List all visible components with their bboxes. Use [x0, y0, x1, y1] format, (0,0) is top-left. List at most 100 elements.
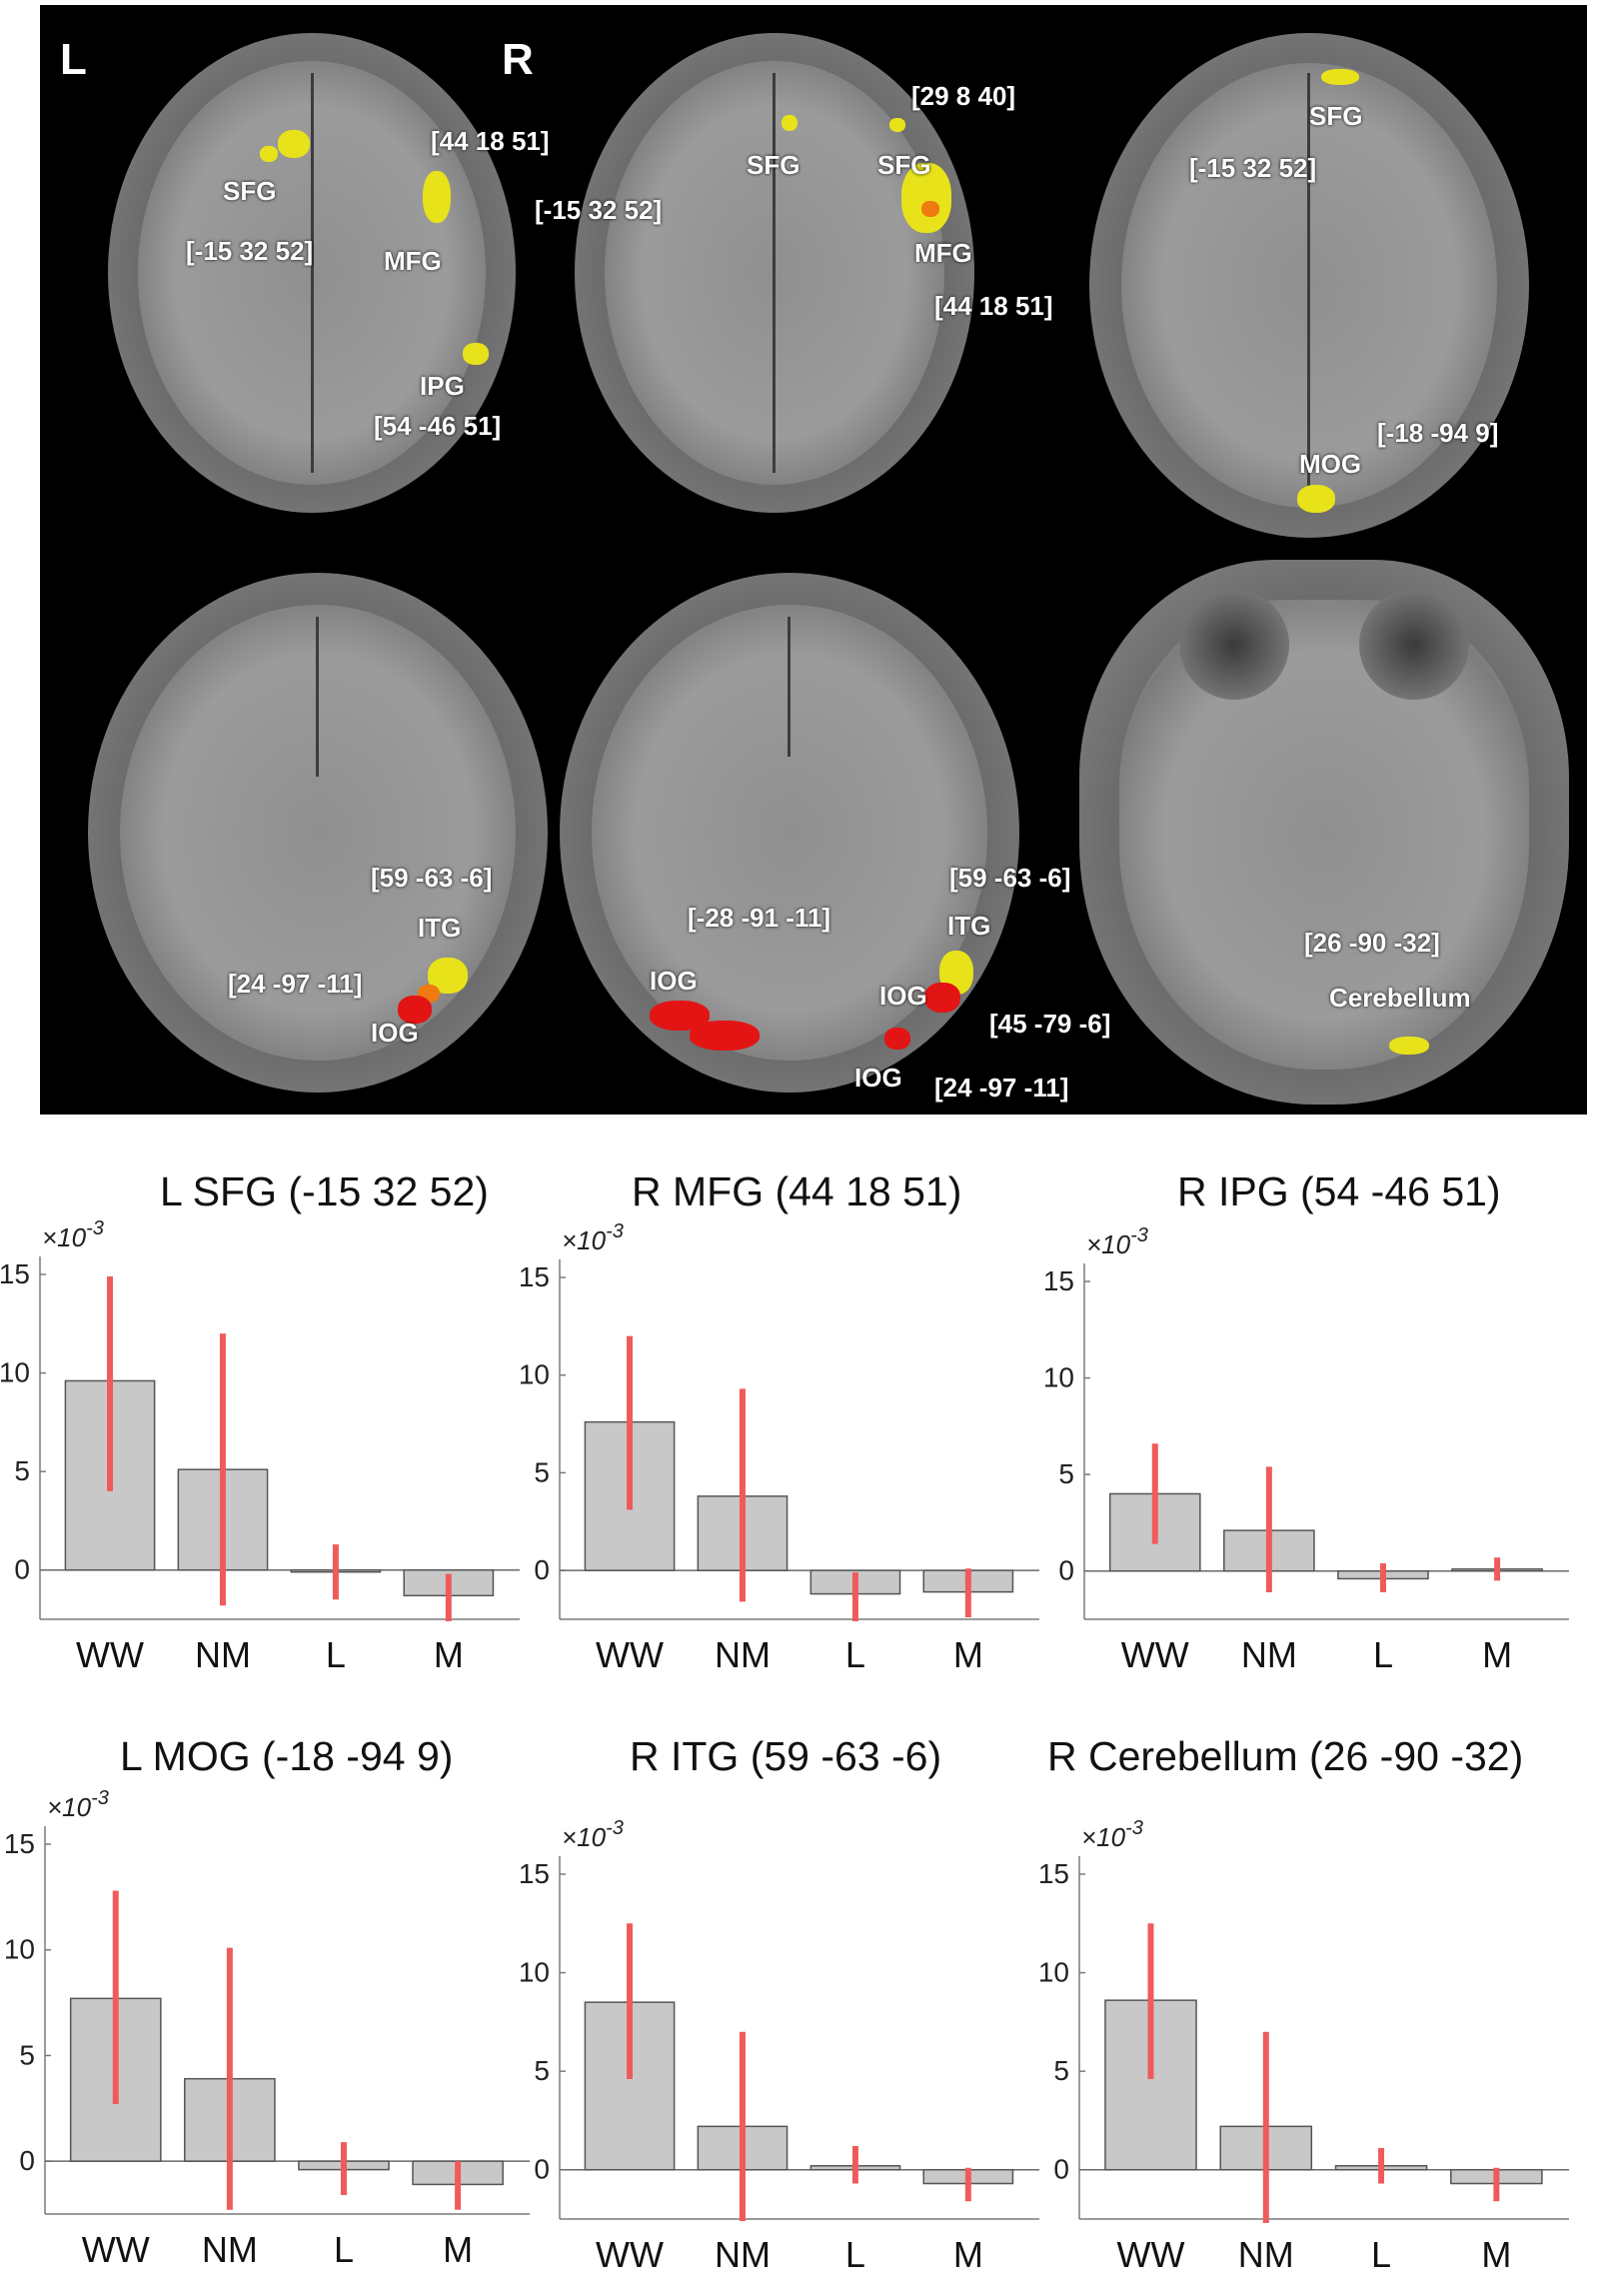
x-tick-label: L [845, 1634, 865, 1675]
chart-title: L SFG (-15 32 52) [160, 1168, 489, 1214]
y-tick-label: 15 [519, 1858, 550, 1889]
slice1-label: SFG [223, 176, 277, 206]
slice4-label: IOG [371, 1018, 419, 1048]
axis-multiplier: ×10-3 [562, 1220, 624, 1255]
y-tick-label: 5 [534, 1456, 550, 1487]
y-tick-label: 10 [4, 1934, 35, 1965]
axis-exponent: -3 [1130, 1224, 1148, 1246]
y-tick-label: 15 [1038, 1858, 1069, 1889]
y-tick-label: 10 [519, 1359, 550, 1390]
bar-chart-1: L SFG (-15 32 52) ×10-3 15 10 5 0 WW NM L M [0, 1168, 520, 1675]
y-tick-label: 5 [1058, 1458, 1074, 1489]
slice2-label: SFG [877, 150, 931, 180]
slice5-label: [24 -97 -11] [934, 1073, 1069, 1103]
y-tick-label: 15 [519, 1261, 550, 1292]
slice2-label: SFG [747, 150, 801, 180]
slice2-label: [44 18 51] [934, 291, 1053, 321]
y-tick-label: 10 [0, 1357, 30, 1388]
bar-chart-4: L MOG (-18 -94 9) ×10-3 15 10 5 0 WW NM L M [4, 1733, 530, 2270]
x-tick-label: M [953, 2234, 983, 2275]
y-tick-label: 0 [19, 2145, 35, 2176]
slice4-label: ITG [418, 913, 462, 943]
x-tick-label: L [326, 1634, 346, 1675]
slice2-label: [29 8 40] [911, 81, 1016, 111]
slice5-label: [45 -79 -6] [989, 1009, 1111, 1039]
left-orientation-label: L [60, 35, 87, 84]
axis-multiplier: ×10-3 [1081, 1817, 1143, 1852]
y-tick-label: 0 [534, 2154, 550, 2185]
y-tick-label: 0 [1053, 2154, 1069, 2185]
y-tick-label: 10 [1043, 1362, 1074, 1393]
bar-chart-3: R IPG (54 -46 51) ×10-3 15 10 5 0 WW NM L M [1043, 1168, 1569, 1675]
brain-slice-6: [26 -90 -32] Cerebellum [1079, 560, 1569, 1105]
right-orientation-label: R [502, 35, 534, 84]
y-tick-label: 10 [1038, 1957, 1069, 1988]
y-tick-label: 5 [14, 1455, 30, 1486]
y-tick-label: 0 [534, 1554, 550, 1585]
axis-exponent: -3 [606, 1817, 624, 1839]
x-tick-label: NM [202, 2229, 258, 2270]
brain-figure: L R SFG [-15 32 52] [44 18 51] MFG IPG [… [40, 5, 1587, 1115]
brain-slice-2: [29 8 40] SFG SFG [-15 32 52] MFG [44 18… [535, 33, 1053, 513]
slice3-label: [-18 -94 9] [1377, 418, 1499, 448]
x-tick-label: M [1481, 2234, 1511, 2275]
axis-multiplier: ×10-3 [47, 1787, 109, 1822]
slice1-label: [-15 32 52] [186, 236, 314, 266]
slice6-label: Cerebellum [1329, 983, 1471, 1013]
y-tick-label: 5 [534, 2055, 550, 2086]
slice5-label: IOG [854, 1063, 902, 1093]
brain-slice-5: [59 -63 -6] [-28 -91 -11] ITG IOG IOG [4… [560, 573, 1110, 1103]
bar-chart-5: R ITG (59 -63 -6) ×10-3 15 10 5 0 WW NM L M [519, 1733, 1039, 2275]
brain-slice-4: [59 -63 -6] ITG [24 -97 -11] IOG [88, 573, 548, 1093]
slice2-label: MFG [914, 238, 972, 268]
x-tick-label: L [845, 2234, 865, 2275]
y-tick-label: 0 [1058, 1555, 1074, 1586]
slice3-label: [-15 32 52] [1189, 153, 1317, 183]
slice5-label: [59 -63 -6] [949, 863, 1071, 893]
chart-title: R IPG (54 -46 51) [1177, 1168, 1501, 1214]
slice4-label: [59 -63 -6] [371, 863, 493, 893]
y-tick-label: 10 [519, 1957, 550, 1988]
slice1-label: [44 18 51] [431, 126, 550, 156]
axis-exponent: -3 [86, 1217, 104, 1239]
x-tick-label: M [1482, 1634, 1512, 1675]
x-tick-label: WW [76, 1634, 144, 1675]
x-tick-label: NM [715, 1634, 771, 1675]
slice3-label: SFG [1309, 101, 1363, 131]
x-tick-label: WW [596, 1634, 664, 1675]
y-tick-label: 15 [4, 1828, 35, 1859]
chart-title: L MOG (-18 -94 9) [120, 1733, 453, 1779]
x-tick-label: WW [1121, 1634, 1189, 1675]
y-tick-label: 15 [1043, 1265, 1074, 1296]
slice5-label: IOG [879, 981, 927, 1011]
y-tick-label: 5 [1053, 2055, 1069, 2086]
x-tick-label: NM [715, 2234, 771, 2275]
axis-multiplier: ×10-3 [42, 1217, 104, 1252]
y-tick-label: 0 [14, 1554, 30, 1585]
x-tick-label: WW [82, 2229, 150, 2270]
slice1-label: MFG [384, 246, 442, 276]
x-tick-label: NM [1238, 2234, 1294, 2275]
bar-chart-6: R Cerebellum (26 -90 -32) ×10-3 15 10 5 0 WW NM… [1038, 1733, 1569, 2275]
chart-title: R ITG (59 -63 -6) [630, 1733, 941, 1779]
x-tick-label: NM [195, 1634, 251, 1675]
slice3-label: MOG [1299, 449, 1362, 479]
brain-slice-3: SFG [-15 32 52] [-18 -94 9] MOG [1089, 33, 1529, 538]
x-tick-label: M [953, 1634, 983, 1675]
slice4-label: [24 -97 -11] [228, 969, 363, 999]
axis-multiplier: ×10-3 [562, 1817, 624, 1852]
x-tick-label: M [443, 2229, 473, 2270]
axis-multiplier: ×10-3 [1086, 1224, 1148, 1259]
chart-title: R Cerebellum (26 -90 -32) [1047, 1733, 1523, 1779]
x-tick-label: L [334, 2229, 354, 2270]
axis-exponent: -3 [91, 1787, 109, 1809]
x-tick-label: NM [1241, 1634, 1297, 1675]
x-tick-label: L [1371, 2234, 1391, 2275]
slice1-label: [54 -46 51] [374, 411, 502, 441]
chart-title: R MFG (44 18 51) [632, 1168, 961, 1214]
y-tick-label: 5 [19, 2039, 35, 2070]
slice5-label: ITG [947, 911, 991, 941]
axis-exponent: -3 [606, 1220, 624, 1242]
bar-chart-2: R MFG (44 18 51)×10-3 15 10 5 0 WW NM L M [519, 1168, 1039, 1675]
